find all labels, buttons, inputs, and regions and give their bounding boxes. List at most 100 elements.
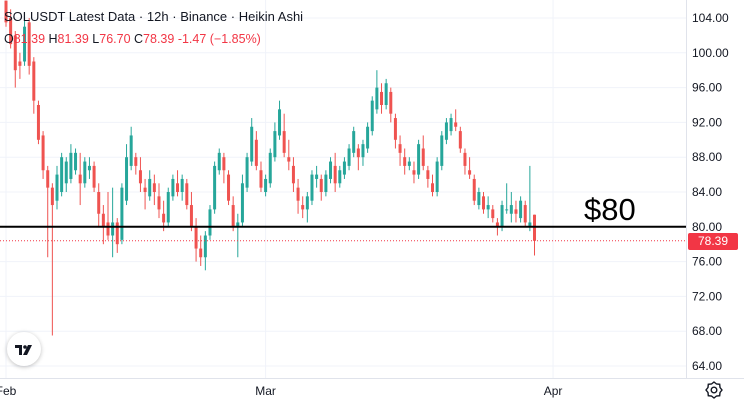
candle-body[interactable]	[370, 100, 374, 132]
candle-body[interactable]	[417, 144, 421, 175]
candle-body[interactable]	[231, 205, 235, 227]
legend-symbol[interactable]: SOLUSDT	[4, 9, 66, 24]
candle-body[interactable]	[305, 196, 309, 210]
candle-body[interactable]	[407, 161, 411, 166]
candle-body[interactable]	[203, 235, 207, 258]
candle-body[interactable]	[468, 170, 472, 175]
candle-body[interactable]	[83, 161, 87, 184]
candle-body[interactable]	[194, 226, 198, 249]
candle-body[interactable]	[157, 196, 161, 210]
candle-body[interactable]	[389, 91, 393, 114]
candle-body[interactable]	[333, 165, 337, 184]
candle-body[interactable]	[115, 222, 119, 245]
candle-body[interactable]	[421, 148, 425, 166]
candle-body[interactable]	[254, 139, 258, 166]
candle-body[interactable]	[509, 205, 513, 214]
candle-body[interactable]	[134, 157, 138, 166]
candle-body[interactable]	[278, 109, 282, 136]
candle-body[interactable]	[23, 26, 27, 62]
candle-body[interactable]	[245, 157, 249, 188]
candle-body[interactable]	[505, 209, 509, 211]
candle-body[interactable]	[268, 152, 272, 184]
candle-body[interactable]	[495, 222, 499, 227]
candle-body[interactable]	[384, 83, 388, 105]
candle-body[interactable]	[41, 135, 45, 171]
candle-body[interactable]	[361, 144, 365, 158]
candle-body[interactable]	[236, 222, 240, 227]
candle-body[interactable]	[282, 131, 286, 153]
candle-body[interactable]	[514, 209, 518, 214]
candle-body[interactable]	[449, 118, 453, 132]
candle-body[interactable]	[259, 170, 263, 188]
candle-body[interactable]	[329, 161, 333, 179]
candle-body[interactable]	[101, 213, 105, 227]
candle-body[interactable]	[129, 135, 133, 166]
candle-body[interactable]	[152, 183, 156, 192]
candle-body[interactable]	[240, 183, 244, 223]
candle-body[interactable]	[64, 161, 68, 184]
candle-body[interactable]	[50, 187, 54, 206]
candle-body[interactable]	[324, 174, 328, 192]
candle-body[interactable]	[301, 205, 305, 210]
candle-body[interactable]	[78, 174, 82, 184]
candle-body[interactable]	[342, 161, 346, 175]
candle-body[interactable]	[185, 183, 189, 206]
candle-body[interactable]	[166, 192, 170, 223]
candle-body[interactable]	[519, 200, 523, 219]
candle-body[interactable]	[18, 61, 22, 66]
candle-body[interactable]	[291, 165, 295, 184]
candle-body[interactable]	[176, 183, 180, 192]
candle-body[interactable]	[444, 122, 448, 140]
candle-body[interactable]	[69, 152, 73, 179]
candle-body[interactable]	[4, 0, 8, 23]
candle-body[interactable]	[486, 205, 490, 210]
candle-body[interactable]	[60, 157, 64, 192]
candle-body[interactable]	[227, 174, 231, 201]
candle-body[interactable]	[398, 144, 402, 153]
candle-body[interactable]	[454, 122, 458, 127]
candle-body[interactable]	[273, 131, 277, 158]
settings-gear-icon[interactable]	[704, 380, 724, 400]
candle-body[interactable]	[319, 178, 323, 192]
candle-body[interactable]	[55, 174, 59, 201]
candle-body[interactable]	[148, 178, 152, 197]
candle-body[interactable]	[458, 131, 462, 149]
candle-body[interactable]	[264, 178, 268, 192]
candle-body[interactable]	[138, 170, 142, 184]
candle-body[interactable]	[189, 205, 193, 227]
candle-body[interactable]	[338, 170, 342, 184]
candle-body[interactable]	[412, 170, 416, 175]
candle-body[interactable]	[315, 174, 319, 179]
candle-body[interactable]	[296, 187, 300, 201]
candle-body[interactable]	[180, 178, 184, 192]
candle-body[interactable]	[120, 187, 124, 240]
candle-body[interactable]	[125, 157, 129, 201]
candle-body[interactable]	[162, 213, 166, 223]
candle-body[interactable]	[74, 152, 78, 171]
time-axis[interactable]: Feb Mar Apr	[0, 384, 562, 398]
candle-body[interactable]	[92, 165, 96, 188]
candle-body[interactable]	[431, 183, 435, 192]
candle-body[interactable]	[523, 205, 527, 223]
candle-body[interactable]	[393, 118, 397, 140]
candle-body[interactable]	[477, 192, 481, 206]
candle-body[interactable]	[463, 152, 467, 166]
candle-body[interactable]	[491, 209, 495, 219]
candle-body[interactable]	[171, 178, 175, 197]
price-annotation[interactable]: $80	[584, 192, 636, 227]
candle-body[interactable]	[250, 126, 254, 162]
candle-body[interactable]	[222, 157, 226, 171]
candle-body[interactable]	[208, 209, 212, 236]
candle-body[interactable]	[426, 170, 430, 179]
candle-body[interactable]	[366, 126, 370, 149]
candle-body[interactable]	[143, 187, 147, 192]
candle-body[interactable]	[528, 222, 532, 227]
candle-body[interactable]	[13, 35, 17, 71]
candle-body[interactable]	[403, 157, 407, 166]
candle-body[interactable]	[352, 131, 356, 153]
candle-body[interactable]	[36, 105, 40, 140]
candle-body[interactable]	[380, 91, 384, 105]
tradingview-logo-icon[interactable]	[7, 332, 41, 366]
candle-body[interactable]	[111, 222, 115, 236]
